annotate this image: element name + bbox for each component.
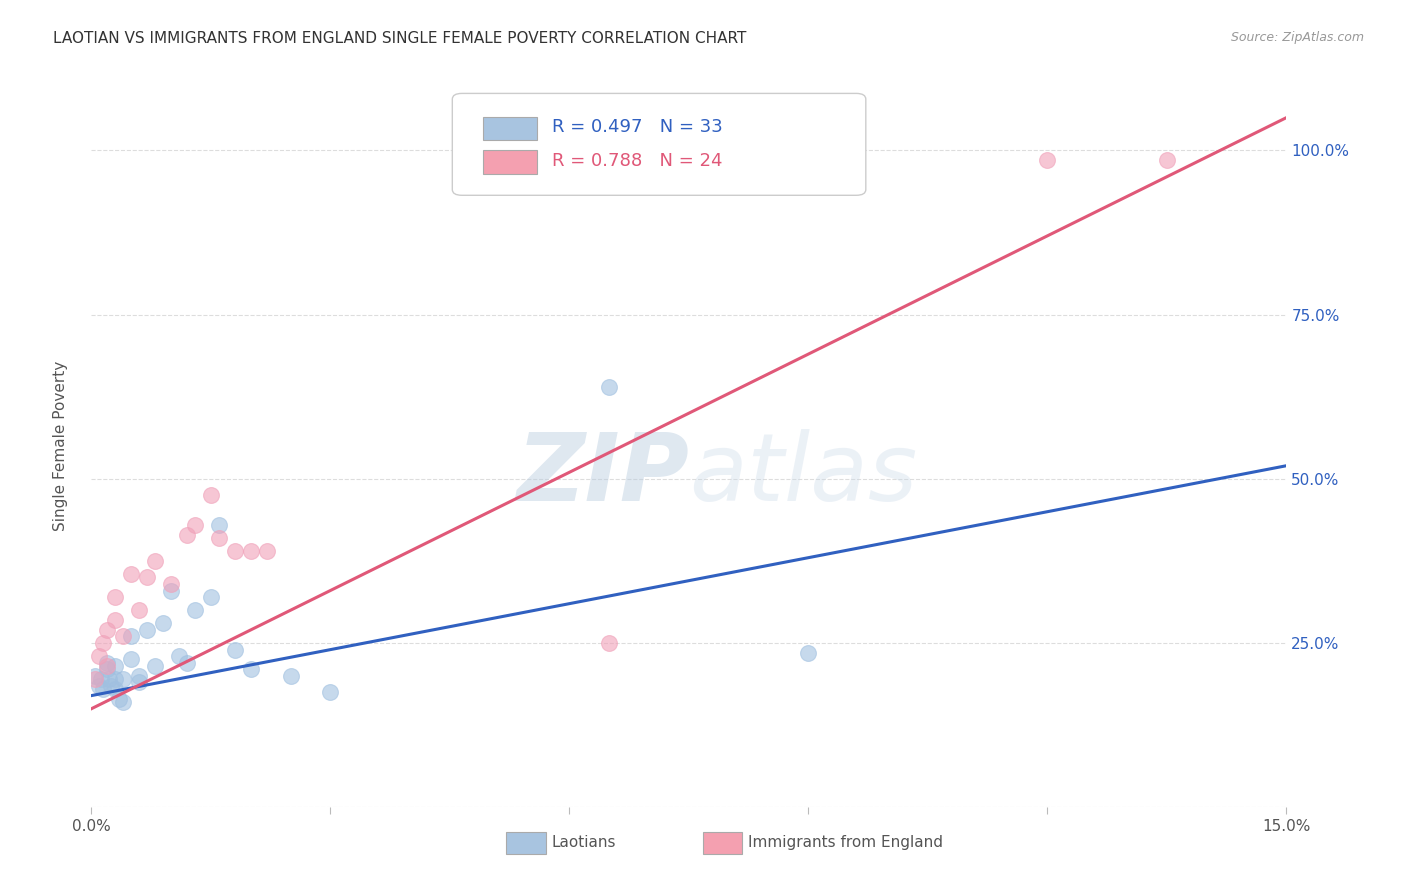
Point [128, 675, 150, 690]
Point [96, 659, 118, 673]
Point [136, 623, 159, 637]
Y-axis label: Single Female Poverty: Single Female Poverty [53, 361, 67, 531]
Text: atlas: atlas [689, 429, 917, 520]
Point [208, 517, 231, 532]
Point [143, 554, 166, 568]
Point [1156, 153, 1178, 168]
Point [104, 613, 127, 627]
Point [89, 649, 111, 664]
Point [120, 567, 142, 582]
Point [598, 380, 620, 394]
Point [84, 669, 107, 683]
Point [104, 672, 127, 686]
Point [120, 652, 142, 666]
FancyBboxPatch shape [453, 94, 866, 195]
Point [112, 695, 135, 709]
Point [104, 681, 127, 696]
Point [239, 662, 262, 676]
Point [200, 488, 222, 502]
Point [104, 590, 127, 604]
Point [128, 669, 150, 683]
Point [208, 531, 231, 545]
Point [120, 630, 142, 644]
Point [104, 659, 127, 673]
FancyBboxPatch shape [484, 117, 537, 140]
Point [797, 646, 820, 660]
Point [112, 672, 135, 686]
Text: Source: ZipAtlas.com: Source: ZipAtlas.com [1230, 31, 1364, 45]
Point [224, 642, 246, 657]
Point [128, 603, 150, 617]
Point [200, 590, 222, 604]
Point [108, 692, 131, 706]
Text: R = 0.788   N = 24: R = 0.788 N = 24 [551, 152, 723, 169]
Point [160, 577, 183, 591]
Point [319, 685, 342, 699]
Point [176, 656, 198, 670]
Point [280, 669, 302, 683]
Point [89, 679, 111, 693]
Text: Laotians: Laotians [551, 836, 616, 850]
Point [167, 649, 190, 664]
Point [239, 544, 262, 558]
Point [1036, 153, 1059, 168]
Point [184, 603, 207, 617]
Point [160, 583, 183, 598]
Point [96, 623, 118, 637]
Point [97, 672, 120, 686]
Point [184, 517, 207, 532]
Point [256, 544, 278, 558]
Text: Immigrants from England: Immigrants from England [748, 836, 943, 850]
Text: R = 0.497   N = 33: R = 0.497 N = 33 [551, 118, 723, 136]
Point [93, 636, 115, 650]
Point [136, 570, 159, 584]
Point [598, 636, 620, 650]
Point [734, 153, 756, 168]
Point [90, 672, 112, 686]
FancyBboxPatch shape [484, 151, 537, 174]
Point [152, 616, 174, 631]
Point [93, 681, 115, 696]
Text: LAOTIAN VS IMMIGRANTS FROM ENGLAND SINGLE FEMALE POVERTY CORRELATION CHART: LAOTIAN VS IMMIGRANTS FROM ENGLAND SINGL… [53, 31, 747, 46]
Point [224, 544, 246, 558]
Point [84, 672, 107, 686]
Point [112, 630, 135, 644]
Point [96, 662, 118, 676]
Point [176, 527, 198, 541]
Text: ZIP: ZIP [516, 429, 689, 521]
Point [100, 679, 122, 693]
Point [143, 659, 166, 673]
Point [96, 656, 118, 670]
